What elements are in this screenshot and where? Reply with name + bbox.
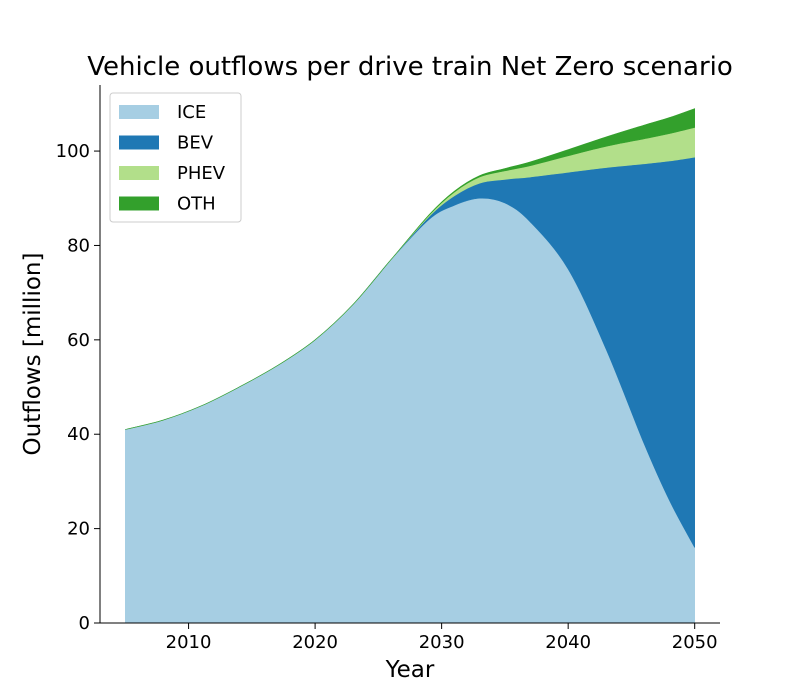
area-oth <box>125 108 695 430</box>
legend-label-ice: ICE <box>177 102 206 123</box>
x-tick-label: 2030 <box>419 632 465 653</box>
legend: ICE BEV PHEV OTH <box>109 92 242 223</box>
legend-swatch-ice <box>119 105 159 119</box>
x-tick-label: 2010 <box>166 632 212 653</box>
y-tick-label: 0 <box>79 613 90 634</box>
y-axis-label: Outflows [million] <box>20 253 46 456</box>
legend-swatch-phev <box>119 166 159 180</box>
y-tick-label: 60 <box>67 330 90 351</box>
y-tick-label: 100 <box>56 141 90 162</box>
area-series-group <box>125 108 695 624</box>
x-axis-label: Year <box>385 657 435 683</box>
legend-label-oth: OTH <box>177 194 216 215</box>
y-tick-label: 20 <box>67 519 90 540</box>
x-ticks-group: 2010 2020 2030 2040 2050 <box>166 623 718 653</box>
legend-label-phev: PHEV <box>177 163 226 184</box>
chart-title: Vehicle outflows per drive train Net Zer… <box>87 52 733 82</box>
x-tick-label: 2040 <box>545 632 591 653</box>
x-tick-label: 2020 <box>292 632 338 653</box>
x-tick-label: 2050 <box>672 632 718 653</box>
legend-swatch-oth <box>119 196 159 211</box>
y-tick-label: 40 <box>67 424 90 445</box>
legend-label-bev: BEV <box>177 133 214 154</box>
axes-group <box>99 85 720 624</box>
y-tick-label: 80 <box>67 235 90 256</box>
legend-box <box>109 92 242 223</box>
legend-swatch-bev <box>119 135 159 150</box>
y-ticks-group: 0 20 40 60 80 100 <box>56 141 100 634</box>
